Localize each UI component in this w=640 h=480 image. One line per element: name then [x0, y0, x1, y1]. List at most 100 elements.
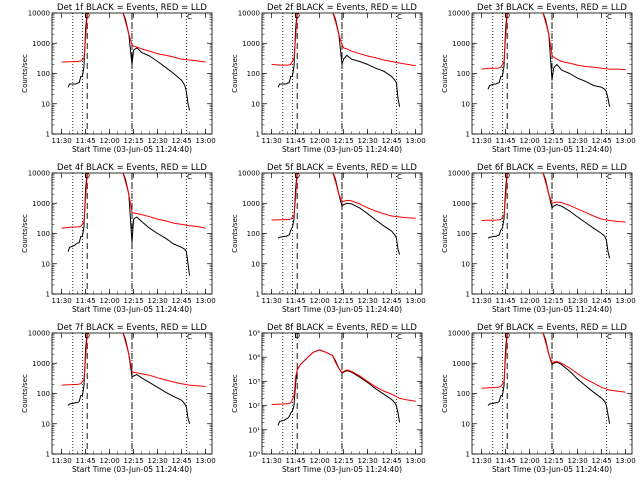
- series-lld-line: [481, 333, 626, 393]
- y-tick-label: 1000: [242, 40, 260, 48]
- x-tick-label: 12:15: [124, 137, 144, 145]
- top-marker-close: C: [607, 13, 612, 21]
- x-tick-label: 12:30: [568, 137, 588, 145]
- series-lld-line: [271, 349, 416, 406]
- series-events-line: [487, 173, 611, 259]
- y-tick-label: 1: [46, 131, 50, 139]
- y-tick-label: 10: [461, 420, 470, 428]
- y-tick-label: 100: [37, 390, 50, 398]
- y-tick-label: 10⁵: [248, 330, 260, 338]
- series-events-line: [277, 13, 401, 107]
- y-tick-label: 10²: [248, 402, 260, 410]
- x-tick-label: 11:45: [286, 297, 306, 305]
- x-tick-label: 12:00: [310, 297, 330, 305]
- x-tick-label: 11:30: [52, 457, 72, 465]
- top-marker-open: O: [504, 12, 510, 20]
- x-axis-label: Start Time (03-Jun-05 11:24:40): [492, 305, 612, 314]
- x-tick-label: 11:30: [472, 137, 492, 145]
- y-tick-label: 100: [457, 230, 470, 238]
- y-axis-label: Counts/sec: [231, 214, 239, 253]
- x-tick-label: 12:15: [334, 457, 354, 465]
- top-marker-close: C: [397, 13, 402, 21]
- top-marker-close: C: [397, 173, 402, 181]
- x-tick-label: 12:45: [172, 137, 192, 145]
- series-lld-line: [61, 173, 206, 229]
- x-tick-label: 11:30: [52, 137, 72, 145]
- top-marker-close: C: [187, 333, 192, 341]
- chart-title: Det 6f BLACK = Events, RED = LLD: [477, 163, 627, 173]
- series-events-line: [277, 349, 401, 426]
- chart-title: Det 5f BLACK = Events, RED = LLD: [267, 163, 417, 173]
- x-tick-label: 12:00: [100, 457, 120, 465]
- x-tick-label: 12:45: [382, 457, 402, 465]
- y-tick-label: 10000: [28, 330, 50, 338]
- series-lld-line: [481, 13, 626, 71]
- top-marker-open: O: [294, 332, 300, 340]
- x-tick-label: 12:30: [568, 457, 588, 465]
- y-tick-label: 10: [41, 420, 50, 428]
- top-marker-open: O: [504, 332, 510, 340]
- top-marker-close: C: [607, 333, 612, 341]
- y-axis-label: Counts/sec: [441, 54, 449, 93]
- chart-panel-5: Det 5f BLACK = Events, RED = LLD 1 10 100 10…: [231, 163, 426, 314]
- x-tick-label: 11:45: [76, 137, 96, 145]
- y-tick-label: 1: [256, 131, 260, 139]
- y-axis-label: Counts/sec: [21, 374, 29, 413]
- y-tick-label: 10³: [248, 378, 260, 386]
- x-tick-label: 11:30: [262, 297, 282, 305]
- top-marker-close: C: [607, 173, 612, 181]
- y-axis-label: Counts/sec: [21, 54, 29, 93]
- y-tick-label: 10: [461, 100, 470, 108]
- x-tick-label: 12:45: [592, 457, 612, 465]
- y-tick-label: 1000: [32, 40, 50, 48]
- y-tick-label: 10000: [448, 170, 470, 178]
- x-tick-label: 12:15: [334, 137, 354, 145]
- y-tick-label: 1000: [452, 40, 470, 48]
- x-tick-label: 12:30: [358, 457, 378, 465]
- series-lld-line: [271, 13, 416, 67]
- x-tick-label: 12:00: [520, 137, 540, 145]
- chart-panel-4: Det 4f BLACK = Events, RED = LLD 1 10 100 10…: [21, 163, 216, 314]
- x-tick-label: 12:15: [544, 137, 564, 145]
- top-marker-close: C: [187, 173, 192, 181]
- x-tick-label: 13:00: [406, 457, 426, 465]
- top-marker-open: O: [84, 12, 90, 20]
- y-tick-label: 1: [466, 131, 470, 139]
- x-tick-label: 11:45: [286, 137, 306, 145]
- series-events-line: [277, 173, 401, 255]
- x-tick-label: 12:00: [520, 457, 540, 465]
- x-tick-label: 12:30: [148, 297, 168, 305]
- y-tick-label: 10: [41, 100, 50, 108]
- x-tick-label: 11:30: [262, 457, 282, 465]
- x-tick-label: 11:45: [76, 457, 96, 465]
- chart-title: Det 2f BLACK = Events, RED = LLD: [267, 3, 417, 13]
- top-marker-open: O: [294, 12, 300, 20]
- x-axis-label: Start Time (03-Jun-05 11:24:40): [282, 305, 402, 314]
- x-axis-label: Start Time (03-Jun-05 11:24:40): [282, 145, 402, 154]
- y-tick-label: 100: [457, 70, 470, 78]
- y-tick-label: 10000: [238, 10, 260, 18]
- series-events-line: [67, 173, 191, 276]
- x-tick-label: 12:00: [100, 137, 120, 145]
- y-tick-label: 1: [256, 291, 260, 299]
- y-tick-label: 10000: [448, 10, 470, 18]
- chart-panel-8: Det 8f BLACK = Events, RED = LLD 10⁰ 10¹ 10…: [231, 323, 426, 474]
- chart-title: Det 9f BLACK = Events, RED = LLD: [477, 323, 627, 333]
- y-axis-label: Counts/sec: [231, 374, 239, 413]
- chart-title: Det 3f BLACK = Events, RED = LLD: [477, 3, 627, 13]
- top-marker-open: O: [294, 172, 300, 180]
- y-tick-label: 10: [461, 260, 470, 268]
- y-tick-label: 1000: [452, 360, 470, 368]
- y-tick-label: 1: [46, 291, 50, 299]
- top-marker-open: O: [504, 172, 510, 180]
- y-tick-label: 10000: [28, 170, 50, 178]
- y-tick-label: 1: [466, 451, 470, 459]
- x-tick-label: 12:30: [568, 297, 588, 305]
- y-tick-label: 10000: [238, 170, 260, 178]
- y-tick-label: 10000: [28, 10, 50, 18]
- chart-panel-3: Det 3f BLACK = Events, RED = LLD 1 10 100 10…: [441, 3, 636, 154]
- x-axis-label: Start Time (03-Jun-05 11:24:40): [72, 465, 192, 474]
- x-tick-label: 12:45: [592, 297, 612, 305]
- x-tick-label: 11:45: [496, 457, 516, 465]
- y-tick-label: 10: [41, 260, 50, 268]
